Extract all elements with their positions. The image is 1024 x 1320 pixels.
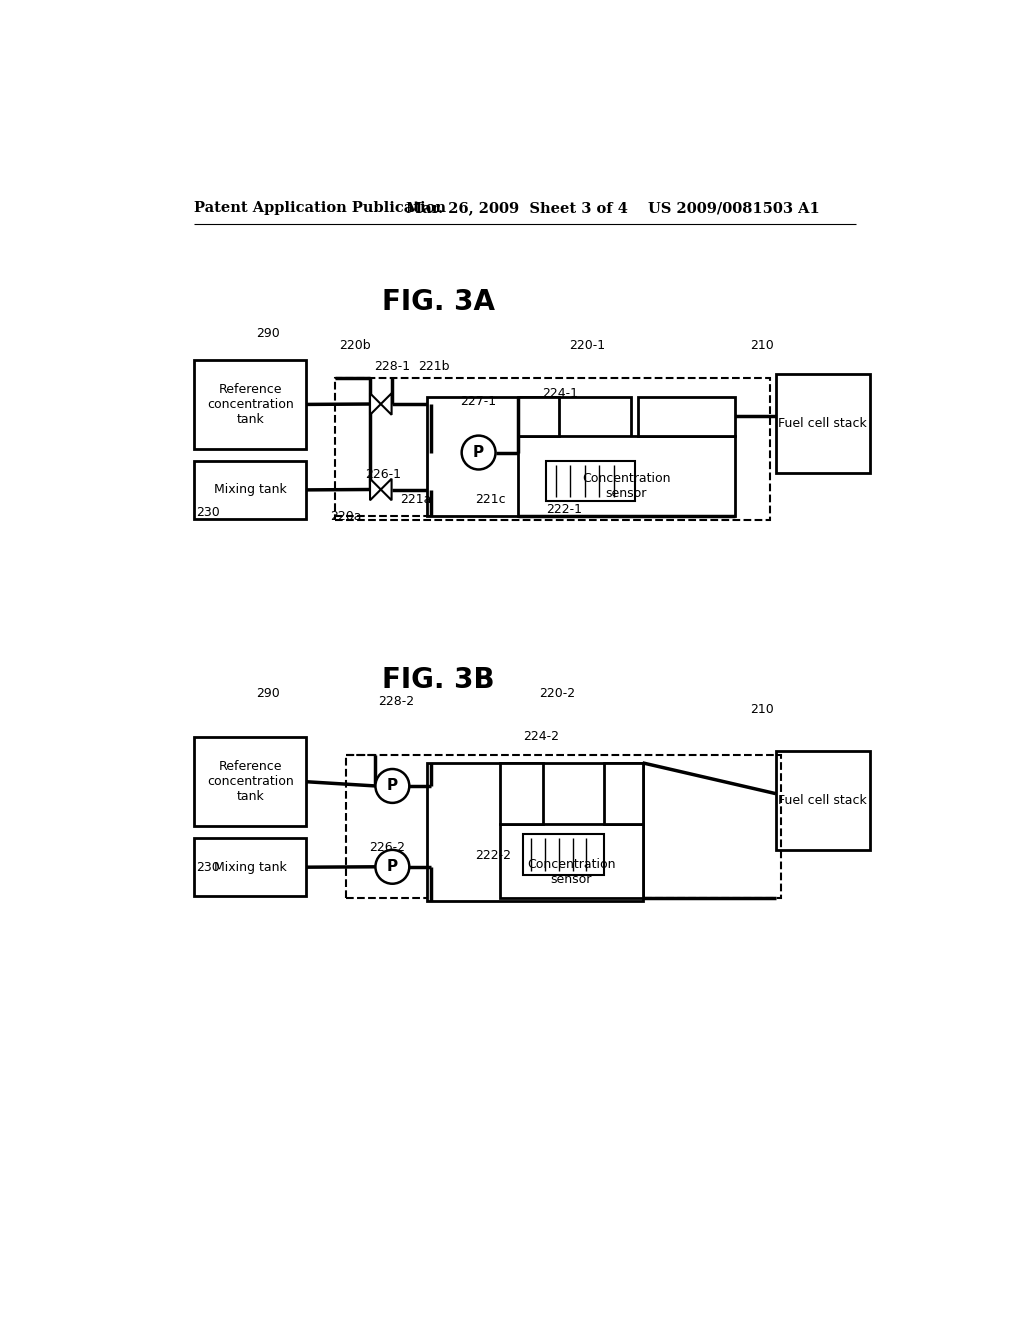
Text: P: P — [387, 779, 398, 793]
Bar — [518, 436, 735, 516]
Circle shape — [462, 436, 496, 470]
Text: Reference
concentration
tank: Reference concentration tank — [207, 760, 294, 803]
Text: US 2009/0081503 A1: US 2009/0081503 A1 — [648, 202, 820, 215]
Text: Mixing tank: Mixing tank — [214, 861, 287, 874]
Polygon shape — [370, 393, 381, 414]
Text: 230: 230 — [196, 861, 219, 874]
Text: 221a: 221a — [399, 494, 431, 507]
Bar — [195, 838, 306, 896]
Text: 224-1: 224-1 — [543, 387, 579, 400]
Bar — [427, 763, 643, 902]
Text: 222-2: 222-2 — [475, 849, 512, 862]
Text: 224-2: 224-2 — [523, 730, 559, 743]
Text: 220-2: 220-2 — [539, 688, 574, 701]
Bar — [335, 378, 770, 520]
Polygon shape — [381, 393, 391, 414]
Text: P: P — [473, 445, 484, 461]
Text: 227-1: 227-1 — [460, 395, 497, 408]
Text: 290: 290 — [256, 327, 280, 341]
Text: Mar. 26, 2009  Sheet 3 of 4: Mar. 26, 2009 Sheet 3 of 4 — [407, 202, 628, 215]
Text: 228-1: 228-1 — [374, 360, 410, 374]
Text: P: P — [387, 859, 398, 874]
Text: 210: 210 — [751, 339, 774, 352]
Text: Reference
concentration
tank: Reference concentration tank — [207, 383, 294, 426]
Bar — [547, 461, 635, 502]
Polygon shape — [381, 479, 391, 500]
Text: 290: 290 — [256, 688, 280, 701]
Text: 228-2: 228-2 — [379, 696, 415, 708]
Bar — [604, 763, 643, 825]
Bar — [195, 738, 306, 826]
Polygon shape — [370, 479, 381, 500]
Text: 222-1: 222-1 — [547, 503, 583, 516]
Text: FIG. 3A: FIG. 3A — [382, 288, 495, 317]
Bar — [195, 461, 306, 519]
Bar — [500, 825, 643, 898]
Text: 221c: 221c — [475, 494, 506, 507]
Text: 220-1: 220-1 — [569, 339, 605, 352]
Bar — [500, 763, 543, 825]
Bar — [523, 834, 604, 875]
Bar — [776, 374, 869, 473]
Bar — [518, 397, 559, 436]
Text: Fuel cell stack: Fuel cell stack — [778, 417, 867, 430]
Text: 220a: 220a — [331, 511, 361, 523]
Text: Concentration
sensor: Concentration sensor — [583, 471, 671, 500]
Text: 220b: 220b — [340, 339, 372, 352]
Text: 221b: 221b — [418, 360, 450, 374]
Text: FIG. 3B: FIG. 3B — [382, 665, 495, 694]
Bar — [346, 755, 781, 898]
Bar — [638, 397, 735, 436]
Text: Concentration
sensor: Concentration sensor — [527, 858, 615, 886]
Circle shape — [376, 850, 410, 884]
Text: Patent Application Publication: Patent Application Publication — [194, 202, 445, 215]
Text: Fuel cell stack: Fuel cell stack — [778, 795, 867, 807]
Circle shape — [376, 770, 410, 803]
Bar — [195, 360, 306, 449]
Text: Mixing tank: Mixing tank — [214, 483, 287, 496]
Bar — [776, 751, 869, 850]
Bar — [427, 397, 631, 516]
Text: 230: 230 — [196, 507, 219, 520]
Text: 210: 210 — [751, 702, 774, 715]
Text: 226-2: 226-2 — [370, 841, 406, 854]
Text: 226-1: 226-1 — [366, 469, 401, 480]
